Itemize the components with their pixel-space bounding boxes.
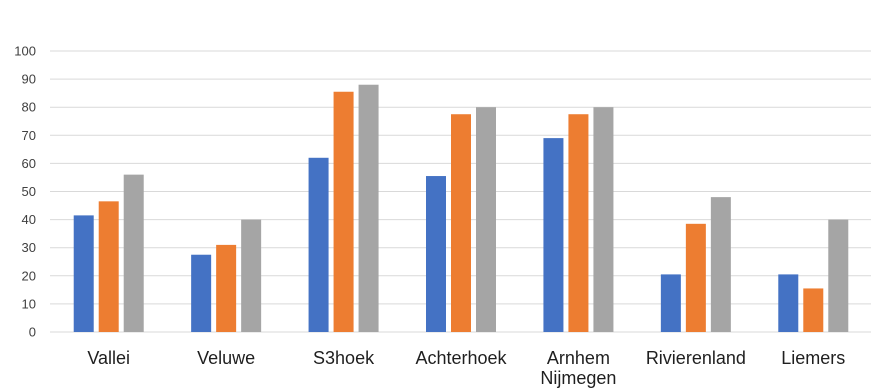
bar-rivierenland-series-1 xyxy=(660,274,681,332)
bar-liemers-series-3 xyxy=(828,219,849,332)
x-tick-label: Vallei xyxy=(87,348,130,368)
bar-arnhem-nijmegen-series-1 xyxy=(543,138,564,332)
y-tick-label: 30 xyxy=(22,240,36,255)
bar-arnhem-nijmegen-series-2 xyxy=(568,114,589,332)
bar-veluwe-series-3 xyxy=(241,219,262,332)
y-tick-label: 90 xyxy=(22,72,36,87)
x-tick-label-line: Rivierenland xyxy=(646,348,746,368)
y-axis-tick-labels: 0 10 20 30 40 50 60 70 80 90 100 xyxy=(14,44,36,340)
y-tick-label: 50 xyxy=(22,184,36,199)
bar-rivierenland-series-3 xyxy=(710,197,731,332)
x-tick-label-line: Achterhoek xyxy=(415,348,507,368)
y-tick-label: 70 xyxy=(22,128,36,143)
x-axis-tick-labels: Vallei Veluwe S3hoek Achterhoek Arnhem Nijmeg… xyxy=(87,348,845,388)
x-tick-label: S3hoek xyxy=(313,348,375,368)
bar-veluwe-series-1 xyxy=(191,254,212,332)
bars xyxy=(73,84,849,333)
y-tick-label: 0 xyxy=(29,325,36,340)
x-tick-label-line: S3hoek xyxy=(313,348,375,368)
x-tick-label-line: Veluwe xyxy=(197,348,255,368)
bar-achterhoek-series-2 xyxy=(451,114,471,332)
bar-arnhem-nijmegen-series-3 xyxy=(593,107,614,332)
bar-vallei-series-1 xyxy=(73,215,94,332)
bar-achterhoek-series-3 xyxy=(476,107,496,332)
bar-vallei-series-3 xyxy=(123,174,144,332)
x-tick-label-line: Nijmegen xyxy=(540,368,616,388)
x-tick-label: Liemers xyxy=(781,348,845,368)
x-tick-label: Achterhoek xyxy=(415,348,507,368)
bar-achterhoek-series-1 xyxy=(426,176,446,332)
x-tick-label: Veluwe xyxy=(197,348,255,368)
y-tick-label: 20 xyxy=(22,268,36,283)
y-tick-label: 80 xyxy=(22,100,36,115)
y-tick-label: 10 xyxy=(22,296,36,311)
x-tick-label-line: Arnhem xyxy=(547,348,610,368)
y-tick-label: 60 xyxy=(22,156,36,171)
bar-s3hoek-series-1 xyxy=(308,157,329,332)
bar-rivierenland-series-2 xyxy=(685,223,706,332)
x-tick-label: Arnhem Nijmegen xyxy=(540,348,616,388)
y-tick-label: 40 xyxy=(22,212,36,227)
bar-veluwe-series-2 xyxy=(216,244,237,332)
bar-liemers-series-1 xyxy=(778,274,799,332)
y-tick-label: 100 xyxy=(14,44,36,59)
x-tick-label-line: Vallei xyxy=(87,348,130,368)
x-tick-label-line: Liemers xyxy=(781,348,845,368)
bar-liemers-series-2 xyxy=(803,288,824,332)
x-tick-label: Rivierenland xyxy=(646,348,746,368)
bar-s3hoek-series-2 xyxy=(333,91,354,333)
bar-vallei-series-2 xyxy=(98,201,119,332)
bar-s3hoek-series-3 xyxy=(358,84,379,332)
